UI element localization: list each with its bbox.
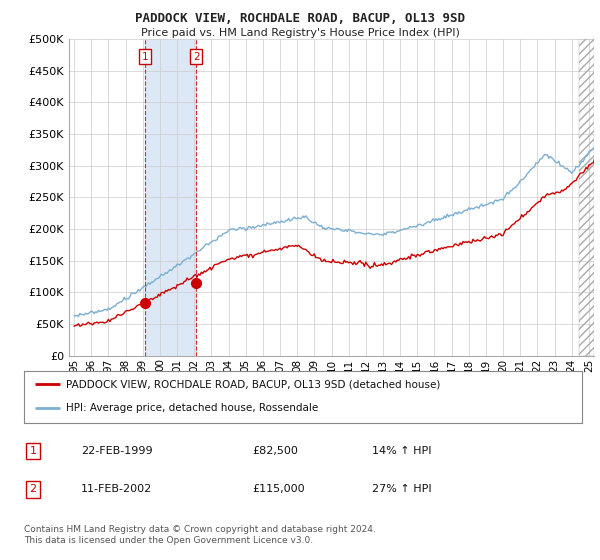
Bar <box>145 39 196 356</box>
Text: 1: 1 <box>142 52 148 62</box>
Text: 1: 1 <box>29 446 37 456</box>
Text: 27% ↑ HPI: 27% ↑ HPI <box>372 484 431 494</box>
Text: Contains HM Land Registry data © Crown copyright and database right 2024.
This d: Contains HM Land Registry data © Crown c… <box>24 525 376 545</box>
Text: 11-FEB-2002: 11-FEB-2002 <box>81 484 152 494</box>
Text: £82,500: £82,500 <box>252 446 298 456</box>
Text: PADDOCK VIEW, ROCHDALE ROAD, BACUP, OL13 9SD (detached house): PADDOCK VIEW, ROCHDALE ROAD, BACUP, OL13… <box>66 379 440 389</box>
Text: 2: 2 <box>193 52 200 62</box>
Text: 14% ↑ HPI: 14% ↑ HPI <box>372 446 431 456</box>
Text: HPI: Average price, detached house, Rossendale: HPI: Average price, detached house, Ross… <box>66 403 318 413</box>
Bar <box>579 39 594 356</box>
Text: £115,000: £115,000 <box>252 484 305 494</box>
Text: 22-FEB-1999: 22-FEB-1999 <box>81 446 152 456</box>
Bar <box>579 39 594 356</box>
Text: 2: 2 <box>29 484 37 494</box>
Text: Price paid vs. HM Land Registry's House Price Index (HPI): Price paid vs. HM Land Registry's House … <box>140 28 460 38</box>
Text: PADDOCK VIEW, ROCHDALE ROAD, BACUP, OL13 9SD: PADDOCK VIEW, ROCHDALE ROAD, BACUP, OL13… <box>135 12 465 25</box>
